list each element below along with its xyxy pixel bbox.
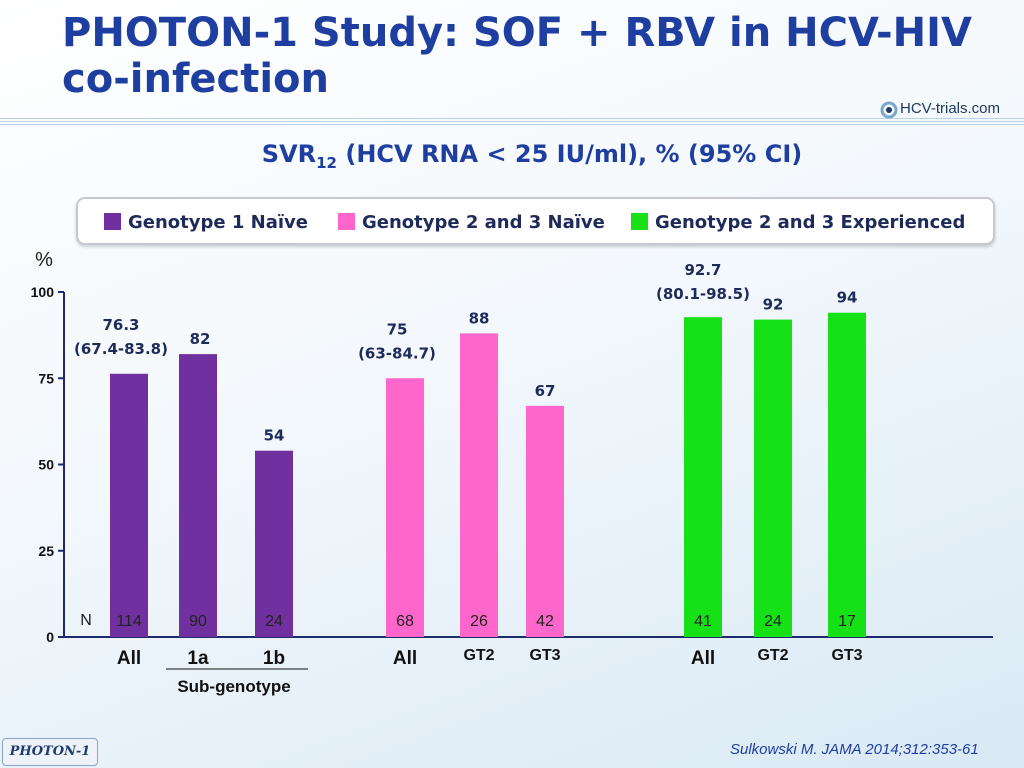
y-tick-label: 0 [46,629,54,645]
y-tick-label: 100 [31,284,55,300]
y-axis-label: % [35,249,53,271]
subtitle-sub: 12 [316,153,337,172]
bar-2-1 [754,319,792,637]
legend-item-genotype-1-naive: Genotype 1 Naïve [104,212,308,233]
category-label: GT3 [529,647,560,664]
logo-icon [880,101,898,119]
category-label: GT3 [831,647,862,664]
category-label: All [393,648,417,669]
bar-1-1 [460,333,498,637]
ci-label: (80.1-98.5) [656,285,750,303]
data-label: 76.3 [102,316,139,334]
n-value: 68 [396,613,414,630]
category-label: 1a [187,648,209,669]
category-label: GT2 [463,647,494,664]
citation: Sulkowski M. JAMA 2014;312:353-61 [730,741,979,758]
bar-0-0 [110,373,148,637]
bar-0-1 [179,354,217,637]
chart-subtitle: SVR12 (HCV RNA < 25 IU/ml), % (95% CI) [0,140,1024,172]
category-label: All [691,648,715,669]
data-label: 88 [469,309,490,327]
hcv-trials-logo: HCV-trials.com [880,98,1020,124]
n-value: 24 [265,613,283,630]
data-label: 82 [190,330,211,348]
ci-label: (63-84.7) [358,344,436,362]
y-tick-label: 25 [38,543,54,559]
data-label: 67 [535,382,556,400]
logo-text: HCV-trials.com [900,100,1001,117]
n-value: 42 [536,613,554,630]
data-label: 75 [387,320,408,338]
page-title: PHOTON-1 Study: SOF + RBV in HCV-HIV co-… [62,10,972,102]
bar-0-2 [255,450,293,637]
ci-label: (67.4-83.8) [74,340,168,358]
y-tick-label: 75 [38,370,54,386]
n-value: 90 [189,613,207,630]
chart-legend: Genotype 1 Naïve Genotype 2 and 3 Naïve … [76,197,995,245]
y-tick-label: 50 [38,457,54,473]
n-value: 24 [764,613,782,630]
category-label: 1b [263,648,285,669]
category-label: GT2 [757,647,788,664]
legend-swatch-green [631,213,648,230]
bar-1-2 [526,405,564,637]
data-label: 92.7 [684,261,721,279]
subtitle-rest: (HCV RNA < 25 IU/ml), % (95% CI) [337,140,803,168]
subgroup-label: Sub-genotype [177,677,290,696]
legend-item-genotype-2-3-naive: Genotype 2 and 3 Naïve [338,212,605,233]
n-value: 114 [116,613,142,630]
bar-2-0 [684,317,722,637]
n-label: N [80,612,92,629]
legend-swatch-pink [338,213,355,230]
study-tag: PHOTON-1 [2,738,98,766]
n-value: 17 [838,613,856,630]
category-label: All [117,648,141,669]
legend-label: Genotype 2 and 3 Naïve [362,212,605,233]
legend-item-genotype-2-3-experienced: Genotype 2 and 3 Experienced [631,212,965,233]
n-value: 26 [470,613,488,630]
subtitle-main: SVR [261,140,317,168]
bar-2-2 [828,312,866,637]
n-value: 41 [694,613,712,630]
legend-label: Genotype 2 and 3 Experienced [655,212,966,233]
title-divider [0,118,1024,127]
bar-1-0 [386,378,424,637]
legend-label: Genotype 1 Naïve [128,212,308,233]
data-label: 92 [763,296,784,314]
data-label: 54 [264,427,285,445]
data-label: 94 [837,289,858,307]
legend-swatch-purple [104,213,121,230]
